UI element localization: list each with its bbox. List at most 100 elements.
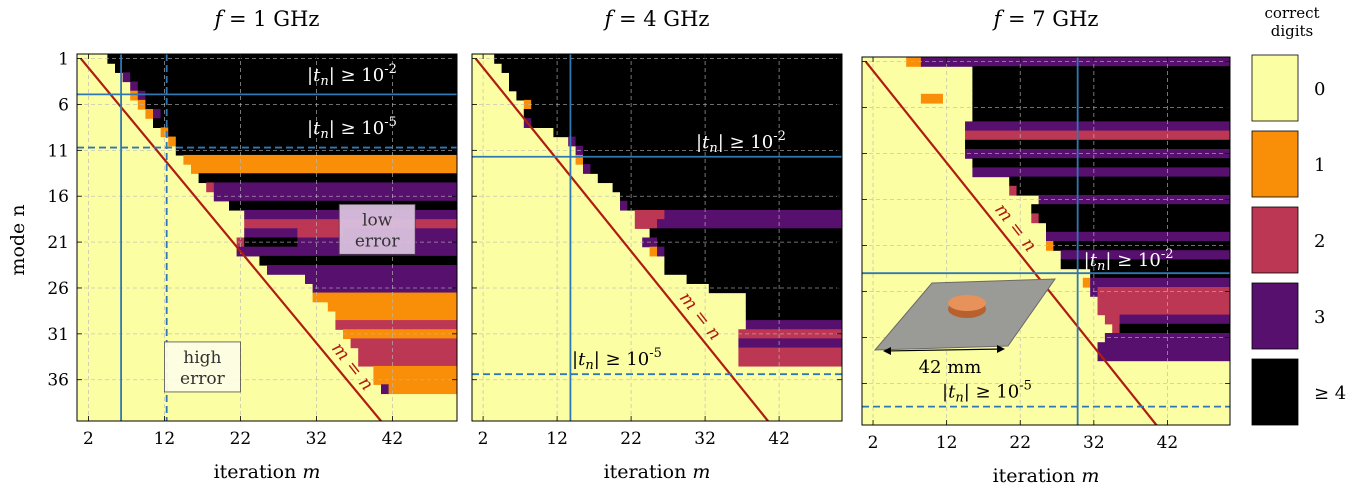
heatmap-cell [942, 93, 973, 104]
heatmap-cell [738, 338, 842, 349]
heatmap-cell [1031, 213, 1040, 224]
heatmap-cell [664, 209, 842, 220]
inset-arrow-left [883, 347, 891, 355]
grid [472, 54, 842, 421]
legend-title-line2: digits [1271, 22, 1314, 40]
heatmap-cell [358, 347, 457, 358]
heatmap-cell [523, 99, 532, 110]
y-tick-label: 21 [47, 233, 69, 253]
y-tick-label: 36 [47, 371, 69, 391]
y-tick-label: 11 [47, 141, 69, 161]
heatmap-cell [657, 246, 665, 257]
heatmap-cell [738, 356, 842, 367]
heatmap-cell [267, 265, 457, 275]
x-tick-label: 22 [1009, 433, 1031, 453]
heatmap-cell [1053, 241, 1230, 251]
heatmap-cell [297, 228, 344, 239]
heatmap-cell [612, 182, 842, 193]
heatmap-cell [244, 237, 298, 248]
legend-swatch [1251, 130, 1299, 198]
x-tick-label: 12 [154, 429, 176, 449]
legend-label: 1 [1314, 155, 1325, 176]
heatmap-cell [972, 75, 1230, 86]
heatmap-cell [1097, 351, 1230, 362]
heatmap-cell [153, 118, 457, 128]
legend-swatch [1251, 358, 1299, 426]
heatmap-cell [358, 356, 457, 367]
heatmap-cell [153, 109, 162, 119]
heatmap-cell [657, 219, 842, 229]
annotation-text: low [362, 210, 393, 230]
annotation-box [338, 203, 416, 255]
plot-frame [76, 53, 458, 422]
inset-arrow-right [997, 345, 1005, 353]
heatmap-cell [145, 109, 154, 119]
heatmap-cell [568, 136, 577, 147]
heatmap-cell [115, 63, 457, 73]
y-tick-label: 16 [47, 187, 69, 207]
heatmap-cell [1016, 185, 1230, 196]
heatmap-cell [920, 93, 944, 104]
heatmap-cell [1112, 323, 1121, 334]
heatmap-cell [1038, 195, 1230, 205]
heatmap-cell [1104, 314, 1121, 325]
threshold-label: |tn| ≥ 10-2 [1084, 247, 1174, 274]
heatmap-cell [745, 320, 842, 330]
y-tick-label: 31 [47, 325, 69, 345]
heatmap-cell [972, 112, 1230, 122]
heatmap-cell [388, 384, 457, 395]
heatmap-cell [1038, 213, 1230, 224]
annotation-text: error [355, 231, 401, 251]
legend-label: 3 [1314, 307, 1325, 328]
heatmap-cell [1097, 296, 1230, 306]
heatmap-cell [509, 72, 842, 83]
heatmap-cell [168, 127, 457, 138]
heatmap-cell [575, 136, 842, 147]
heatmap-cell [1060, 250, 1091, 260]
heatmap-cell [509, 81, 842, 92]
x-axis-label: iteration m [214, 461, 321, 483]
x-axis-label: iteration m [604, 461, 711, 483]
heatmap-cell [305, 274, 457, 284]
heatmap-cell [168, 136, 177, 147]
heatmap-cell [627, 200, 842, 211]
heatmap-cell [244, 228, 298, 239]
x-tick-label: 2 [83, 429, 94, 449]
heatmap-cell [531, 118, 842, 128]
diagonal-line [79, 57, 383, 421]
x-tick-label: 12 [936, 433, 958, 453]
diagonal-line [864, 60, 1158, 425]
heatmap-cell [213, 182, 457, 193]
x-tick-label: 42 [768, 429, 790, 449]
x-tick-label: 22 [230, 429, 252, 449]
heatmap-cell [1097, 305, 1230, 316]
legend-swatch [1251, 282, 1299, 350]
heatmap-cell [972, 93, 1230, 104]
panel-title: f = 1 GHz [213, 7, 320, 31]
heatmap-cell [1009, 176, 1230, 187]
legend-label: 0 [1314, 79, 1325, 100]
heatmap-cell [634, 209, 665, 220]
heatmap-cell [381, 384, 390, 395]
heatmap-cell [1082, 277, 1091, 288]
heatmap-cell [350, 338, 457, 349]
heatmap-cell [1046, 231, 1230, 242]
overlays [77, 54, 457, 421]
heatmap-cell [972, 66, 1230, 76]
heatmap-cell [553, 127, 842, 138]
heatmap-cell [130, 90, 139, 101]
heatmap-cell [583, 164, 591, 174]
heatmap-cell [1031, 204, 1230, 214]
heatmap-cell [1090, 250, 1230, 260]
heatmap-cell [972, 158, 1230, 168]
inset-label: 42 mm [919, 357, 982, 378]
threshold-label: |tn| ≥ 10-5 [307, 115, 397, 142]
x-tick-label: 2 [868, 433, 879, 453]
grid [862, 57, 1230, 425]
y-tick-label: 26 [47, 279, 69, 299]
y-tick-label: 6 [58, 95, 69, 115]
